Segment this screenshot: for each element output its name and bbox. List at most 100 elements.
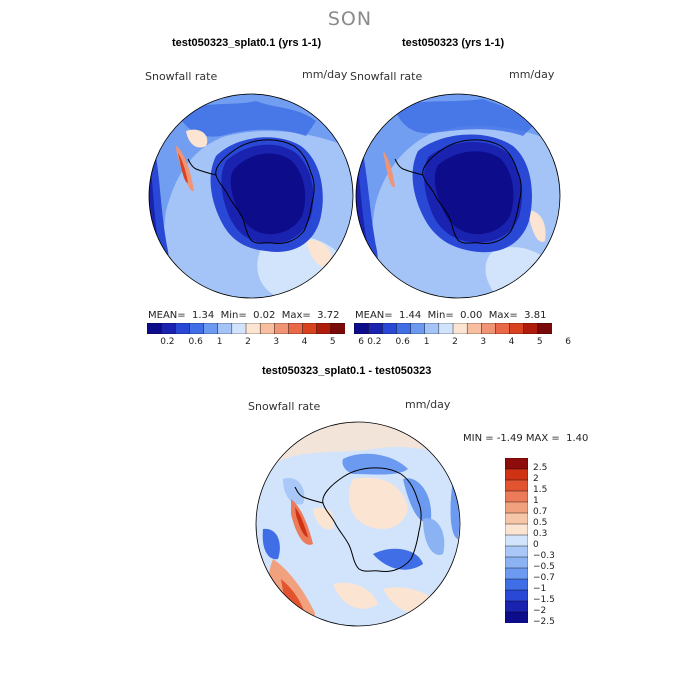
panel-1-colorbar-swatch <box>330 323 345 334</box>
panel-1-colorbar-swatch <box>203 323 219 334</box>
panel-3-colorbar-tick: −1.5 <box>533 595 555 605</box>
panel-2-colorbar-tick: 0.6 <box>395 337 410 347</box>
panel-2-colorbar-swatch <box>410 323 426 334</box>
panel-3-min-value: -1.49 <box>496 433 523 444</box>
panel-3-colorbar-swatch <box>505 589 528 602</box>
panel-2-colorbar-swatch <box>509 323 525 334</box>
panel-3-colorbar-ticks: 2.5 2 1.5 1 0.7 0.5 0.3 0 −0.3 −0.5 −0.7 −1 −1.5 −2 −2… <box>533 458 593 627</box>
panel-1-mean-label: MEAN= <box>148 310 186 321</box>
panel-2-colorbar-tick: 2 <box>452 337 458 347</box>
panel-3-colorbar-tick: 1.5 <box>533 485 548 495</box>
panel-3-colorbar-swatch <box>505 479 528 492</box>
panel-1-units-label: mm/day <box>302 68 348 81</box>
panel-1-min-label: Min= <box>220 310 247 321</box>
panel-3-colorbar-swatch <box>505 600 528 613</box>
panel-1-colorbar-swatch <box>259 323 275 334</box>
panel-3-max-label: MAX = <box>525 433 560 444</box>
panel-1-mean-value: 1.34 <box>192 310 215 321</box>
panel-1-min-value: 0.02 <box>253 310 276 321</box>
panel-2-colorbar-tick: 4 <box>508 337 515 347</box>
panel-1-title: test050323_splat0.1 (yrs 1-1) <box>172 37 322 49</box>
panel-3-colorbar-swatch <box>505 490 528 503</box>
panel-2-colorbar-tick: 0.2 <box>367 337 382 347</box>
panel-2-colorbar-swatch <box>452 323 468 334</box>
panel-2-colorbar-swatch <box>495 323 511 334</box>
panel-2-max-value: 3.81 <box>524 310 547 321</box>
panel-3-colorbar-swatch <box>505 567 528 580</box>
panel-2-colorbar-tick: 3 <box>480 337 487 347</box>
panel-3-colorbar <box>505 458 528 623</box>
panel-1-colorbar-swatch <box>160 323 176 334</box>
panel-3-colorbar-swatch <box>505 458 528 470</box>
panel-3-colorbar-tick: −0.7 <box>533 573 555 583</box>
panel-1-colorbar-swatch <box>231 323 247 334</box>
panel-3-colorbar-swatch <box>505 545 528 558</box>
panel-1-colorbar-tick: 0.2 <box>160 337 175 347</box>
panel-3-colorbar-tick: 2.5 <box>533 463 548 473</box>
panel-2-units-label: mm/day <box>509 68 555 81</box>
panel-2-colorbar <box>354 323 552 334</box>
panel-1-colorbar-tick: 6 <box>358 337 364 347</box>
panel-3-colorbar-swatch <box>505 501 528 514</box>
panel-3-colorbar-tick: −0.5 <box>533 562 555 572</box>
panel-2-colorbar-swatch <box>367 323 383 334</box>
panel-3-colorbar-swatch <box>505 578 528 591</box>
panel-3-colorbar-swatch <box>505 523 528 536</box>
panel-2-colorbar-swatch <box>354 323 369 334</box>
panel-3-colorbar-swatch <box>505 556 528 569</box>
panel-1-variable-label: Snowfall rate <box>145 70 218 83</box>
panel-3-colorbar-swatch <box>505 468 528 481</box>
panel-3-colorbar-tick: 2 <box>533 474 539 484</box>
panel-2-colorbar-tick: 6 <box>565 337 571 347</box>
panel-1-colorbar <box>147 323 345 334</box>
panel-1-colorbar-swatch <box>175 323 190 334</box>
panel-2-colorbar-tick: 1 <box>423 337 430 347</box>
panel-2-colorbar-tick: 5 <box>536 337 543 347</box>
panel-3-max-value: 1.40 <box>566 433 589 444</box>
panel-3-title: test050323_splat0.1 - test050323 <box>262 365 432 377</box>
panel-1-colorbar-swatch <box>288 323 304 334</box>
panel-1-colorbar-swatch <box>245 323 261 334</box>
panel-3-stats: MIN = -1.49 MAX = 1.40 <box>463 433 588 444</box>
panel-1-map <box>148 93 354 299</box>
panel-1-colorbar-ticks: 0.2 0.6 1 2 3 4 5 6 <box>147 337 364 349</box>
panel-2-map <box>355 93 561 299</box>
season-title: SON <box>327 8 373 30</box>
panel-3-min-label: MIN = <box>463 433 494 444</box>
panel-3-colorbar-tick: 0 <box>533 540 539 550</box>
panel-2-title: test050323 (yrs 1-1) <box>402 37 505 49</box>
panel-2-max-label: Max= <box>488 310 518 321</box>
panel-2-stats: MEAN= 1.44 Min= 0.00 Max= 3.81 <box>355 310 546 321</box>
panel-3-colorbar-tick: 0.3 <box>533 529 548 539</box>
panel-1-colorbar-tick: 0.6 <box>188 337 203 347</box>
panel-2-colorbar-swatch <box>382 323 397 334</box>
panel-3-colorbar-tick: 1 <box>533 496 539 506</box>
panel-3-colorbar-tick: −1 <box>533 584 547 594</box>
panel-1-colorbar-swatch <box>274 323 289 334</box>
panel-1-colorbar-swatch <box>217 323 233 334</box>
panel-1-max-label: Max= <box>281 310 311 321</box>
panel-3-map <box>255 421 461 627</box>
panel-3-units-label: mm/day <box>405 398 451 411</box>
panel-2-colorbar-swatch <box>424 323 440 334</box>
panel-2-colorbar-swatch <box>396 323 412 334</box>
panel-1-colorbar-tick: 4 <box>301 337 308 347</box>
panel-2-colorbar-ticks: 0.2 0.6 1 2 3 4 5 6 <box>354 337 571 349</box>
panel-1-colorbar-tick: 1 <box>216 337 223 347</box>
panel-1-colorbar-swatch <box>147 323 162 334</box>
panel-2-variable-label: Snowfall rate <box>350 70 423 83</box>
panel-3-colorbar-tick: −2 <box>533 606 547 616</box>
panel-2-colorbar-swatch <box>438 323 454 334</box>
panel-2-min-label: Min= <box>427 310 454 321</box>
panel-1-max-value: 3.72 <box>317 310 340 321</box>
panel-3-colorbar-swatch <box>505 512 528 525</box>
panel-1-colorbar-tick: 3 <box>273 337 280 347</box>
panel-3-variable-label: Snowfall rate <box>248 400 321 413</box>
panel-1-colorbar-tick: 5 <box>329 337 336 347</box>
panel-2-mean-label: MEAN= <box>355 310 393 321</box>
panel-1-colorbar-swatch <box>316 323 332 334</box>
panel-1-colorbar-swatch <box>189 323 205 334</box>
panel-3-colorbar-tick: 0.5 <box>533 518 548 528</box>
panel-3-colorbar-swatch <box>505 534 528 547</box>
panel-3-colorbar-tick: 0.7 <box>533 507 548 517</box>
